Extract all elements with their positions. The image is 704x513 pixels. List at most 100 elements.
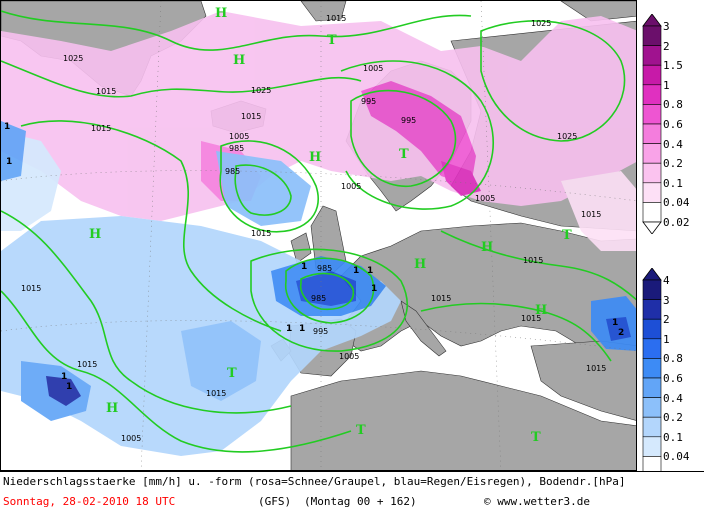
rain-scale-tick: 0.1 [663,430,683,444]
rain-scale-segment [642,358,662,379]
isobar-line [20,120,282,332]
isobar-label: 1015 [581,210,601,219]
snow-scale-arrow-top [642,14,662,27]
isobar-line [250,248,408,352]
isobar-label: 1015 [326,14,346,23]
snow-scale-arrow-bottom [642,221,662,234]
rain-scale-tick: 0.4 [663,391,683,405]
snow-scale-tick: 1.5 [663,59,683,73]
rain-scale-segment [642,377,662,398]
rain-scale-segment [642,299,662,320]
rain-scale-tick: 1 [663,332,670,346]
rain-area-southwest-core [46,376,81,406]
isobar-label: 985 [317,264,332,273]
rain-scale-segment [642,416,662,438]
cell-label: 1 [61,372,67,382]
rain-scale-tick: 0.04 [663,450,690,464]
cell-label: 1 [4,122,10,132]
isobar-label: 985 [225,167,240,176]
snow-scale-tick: 0.2 [663,157,683,171]
isobar-line [1,10,472,51]
low-center: T [531,430,541,445]
cell-label: 1 [66,382,72,392]
isobar-label: 1025 [63,54,83,63]
low-center: T [399,147,409,162]
isobar-labels: 1015 1025 1025 1015 1005 1025 1015 1005 … [21,14,606,443]
low-center: T [227,366,237,381]
rain-scale-segment [642,436,662,457]
cell-label: 1 [6,157,12,167]
footer: Niederschlagsstaerke [mm/h] u. -form (ro… [0,471,704,513]
cell-label: 2 [618,328,624,338]
isobar-label: 1015 [21,284,41,293]
snow-area-north [441,161,481,196]
snow-area-east [561,171,636,251]
rain-area-east-core [606,317,631,341]
isobar-label: 1015 [241,112,261,121]
high-center: H [309,150,321,165]
snow-scale-tick: 0.4 [663,137,683,151]
isobar-line [1,60,362,98]
isobar-label: 1025 [531,19,551,28]
snow-scale-segment [642,64,662,86]
isobar-line [219,140,319,233]
legend-panel: 3 2 1.5 1 0.8 0.6 0.4 0.2 0.1 0.04 0.02 4 3 2 1 0.8 0.6… [638,0,704,488]
isobar-line [480,20,626,142]
high-center: H [414,257,426,272]
isobar-line [299,272,355,311]
isobar-label: 1015 [77,360,97,369]
isobar-label: 995 [361,97,376,106]
isobar-label: 1005 [363,64,383,73]
isobar-line [420,302,612,362]
snow-scale-segment [642,104,662,125]
cell-label: 1 [612,318,618,328]
snow-scale-tick: 0.6 [663,118,683,131]
snow-scale-segment [642,202,662,223]
cell-label: 1 [371,284,377,294]
isobar-label: 995 [401,116,416,125]
copyright: © www.wetter3.de [484,495,590,508]
isobar-line [1,210,292,414]
snow-area-scandinavia [361,81,476,186]
isobar-line [340,60,495,210]
novaya-zemlya-land [560,1,636,22]
ireland-land [290,232,312,264]
snow-scale-segment [642,123,662,144]
snow-scale-tick: 3 [663,20,670,33]
snow-scale-tick: 1 [663,78,670,92]
model-name: (GFS) [258,495,292,508]
rain-scale-segment [642,397,662,418]
snow-scale-segment [642,162,662,184]
isobar-line [234,164,292,216]
rain-scale-tick: 0.8 [663,352,683,366]
snow-scale-segment [642,143,662,164]
isobar-layer [1,10,636,453]
valid-date: Sonntag, 28-02-2010 18 UTC [3,495,176,508]
high-center: H [106,401,118,416]
high-center: H [233,53,245,68]
snow-scale-segment [642,25,662,46]
isobar-label: 1005 [339,352,359,361]
cell-label: 1 [301,262,307,272]
low-center: T [356,423,366,438]
isobar-label: 985 [229,144,244,153]
rain-scale-segment [642,338,662,359]
snow-scale-segment [642,182,662,203]
isobar-label: 1025 [251,86,271,95]
rain-scale-segment [642,279,662,300]
isobar-label: 1015 [523,256,543,265]
cell-label: 1 [299,324,305,334]
isobar-label: 1015 [96,87,116,96]
weather-map: 1015 1025 1025 1015 1005 1025 1015 1005 … [0,0,637,471]
low-center: T [327,33,337,48]
rain-layer [1,121,636,456]
cell-label: 1 [353,266,359,276]
isobar-label: 1015 [251,229,271,238]
isobar-line [350,89,457,187]
snow-scale-tick: 0.8 [663,98,683,112]
isobar-label: 1015 [431,294,451,303]
high-center: H [481,240,493,255]
isobar-line [284,257,375,324]
north-africa-land [290,370,636,470]
rain-scale-segment [642,318,662,340]
